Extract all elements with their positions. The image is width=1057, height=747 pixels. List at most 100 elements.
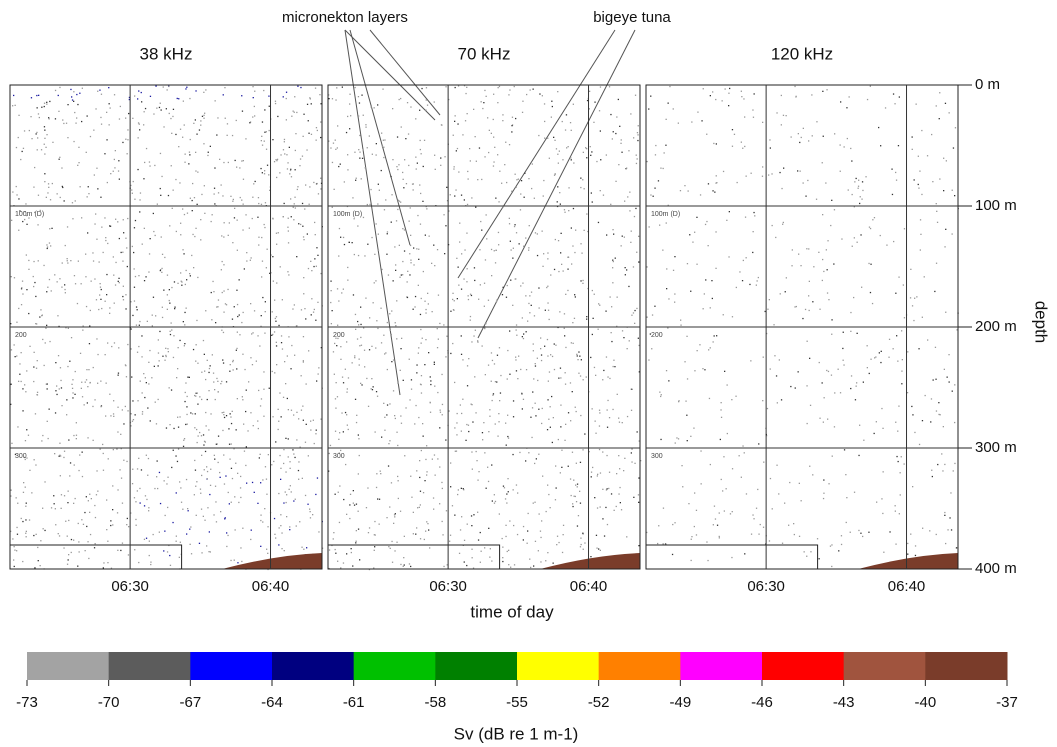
echo-dot <box>237 473 238 474</box>
echo-dot <box>538 287 539 288</box>
echo-dot <box>269 130 270 131</box>
echo-dot <box>289 489 290 490</box>
echo-dot <box>278 409 279 410</box>
depth-marker: 300 <box>651 453 663 460</box>
echo-dot <box>192 200 193 201</box>
echo-dot <box>216 306 217 307</box>
echo-dot <box>14 277 15 278</box>
echo-dot <box>897 361 898 362</box>
echo-dot <box>522 317 523 318</box>
echo-dot <box>197 404 198 405</box>
echo-dot <box>359 455 360 456</box>
echo-dot <box>66 123 67 124</box>
colorbar-tick-label: -43 <box>833 694 855 711</box>
echo-dot <box>146 148 147 149</box>
echo-dot <box>594 102 595 103</box>
echo-dot <box>801 500 802 501</box>
echo-dot <box>223 290 224 291</box>
echo-dot <box>571 342 572 343</box>
echo-dot <box>526 94 527 95</box>
echo-dot <box>603 195 604 196</box>
echo-dot <box>744 553 745 554</box>
echo-dot <box>284 141 285 142</box>
echo-dot <box>345 464 346 465</box>
echo-dot <box>776 112 777 113</box>
echo-dot <box>60 367 61 368</box>
echo-dot <box>407 281 408 282</box>
echo-dot <box>280 266 281 267</box>
echo-dot <box>434 454 435 455</box>
echo-dot <box>262 121 263 122</box>
echo-dot <box>355 87 356 88</box>
echo-dot <box>386 517 387 518</box>
echo-dot <box>376 143 377 144</box>
colorbar-tick-label: -52 <box>588 694 610 711</box>
echo-dot <box>834 209 835 210</box>
echo-dot <box>807 423 808 424</box>
echo-dot <box>294 96 295 97</box>
echo-dot <box>377 396 378 397</box>
echo-dot <box>236 350 237 351</box>
echo-dot <box>328 98 329 99</box>
echo-dot <box>352 362 353 363</box>
echo-dot <box>81 519 82 520</box>
echo-dot <box>36 368 37 369</box>
echo-dot <box>226 415 227 416</box>
echo-dot <box>578 351 579 352</box>
echo-dot <box>726 220 727 221</box>
echo-dot <box>60 475 61 476</box>
echo-dot <box>594 497 595 498</box>
echo-dot <box>288 336 289 337</box>
echo-dot <box>754 215 755 216</box>
echo-dot <box>597 474 598 475</box>
echo-dot <box>376 223 377 224</box>
echo-dot <box>375 431 376 432</box>
echo-dot <box>619 468 620 469</box>
echo-dot <box>75 123 76 124</box>
echo-dot <box>760 524 761 525</box>
echo-dot <box>381 437 382 438</box>
echo-dot <box>538 550 539 551</box>
echo-dot <box>771 173 772 174</box>
echo-dot <box>115 262 116 263</box>
echo-dot <box>696 510 697 511</box>
echo-dot <box>335 149 336 150</box>
echo-dot <box>466 233 467 234</box>
echo-dot <box>228 235 229 236</box>
echo-dot <box>509 330 510 331</box>
echo-dot <box>16 497 17 498</box>
echo-dot <box>666 222 667 223</box>
echo-dot <box>881 498 882 499</box>
echo-dot <box>123 219 124 220</box>
echo-dot <box>456 150 457 151</box>
echo-dot <box>362 158 363 159</box>
echo-dot <box>598 222 599 223</box>
echo-dot <box>562 159 563 160</box>
echo-dot <box>94 278 95 279</box>
echo-dot <box>132 483 133 484</box>
echo-dot <box>193 123 194 124</box>
echo-dot <box>922 317 923 318</box>
echo-dot <box>320 137 321 138</box>
echo-dot <box>356 422 357 423</box>
echo-dot <box>135 414 136 415</box>
echo-dot <box>599 412 600 413</box>
echo-dot <box>535 415 536 416</box>
echo-dot <box>394 550 395 551</box>
echo-dot <box>186 414 187 415</box>
echo-dot <box>137 309 138 310</box>
echo-dot <box>762 122 763 123</box>
echo-dot <box>469 148 470 149</box>
echo-dot <box>176 541 177 542</box>
echo-dot <box>667 327 668 328</box>
echo-dot <box>223 94 224 95</box>
echo-dot <box>584 433 585 434</box>
echo-dot <box>236 348 237 349</box>
echo-dot <box>416 364 417 365</box>
echo-dot <box>180 223 181 224</box>
echo-dot <box>559 151 560 152</box>
echo-dot <box>215 399 216 400</box>
echo-dot <box>409 563 410 564</box>
echo-dot <box>867 345 868 346</box>
echo-dot <box>157 460 158 461</box>
